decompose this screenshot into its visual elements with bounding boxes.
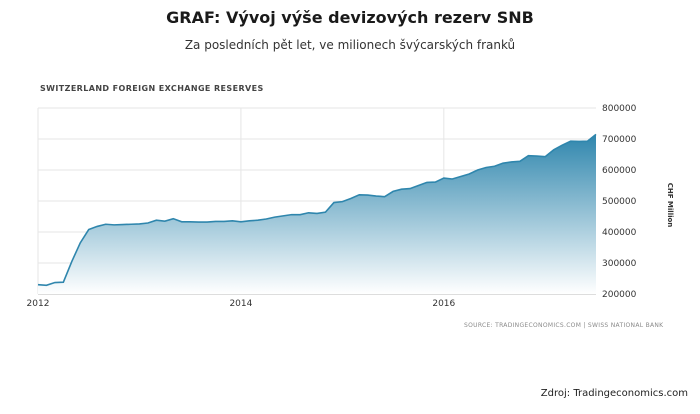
- chart-source-note: SOURCE: TRADINGECONOMICS.COM | SWISS NAT…: [464, 322, 664, 329]
- x-tick-label: 2014: [229, 299, 252, 309]
- y-tick-label: 500000: [602, 197, 637, 207]
- x-axis: 2012 2014 2016: [27, 299, 456, 309]
- y-tick-label: 400000: [602, 228, 637, 238]
- chart-title: SWITZERLAND FOREIGN EXCHANGE RESERVES: [40, 84, 264, 93]
- y-axis-label: CHF Million: [666, 183, 674, 228]
- y-tick-label: 300000: [602, 259, 637, 269]
- y-tick-label: 200000: [602, 290, 637, 300]
- page-subtitle: Za posledních pět let, ve milionech švýc…: [184, 38, 516, 52]
- x-tick-label: 2016: [432, 299, 455, 309]
- footer-source: Zdroj: Tradingeconomics.com: [540, 388, 688, 399]
- y-tick-label: 800000: [602, 104, 637, 114]
- series-line: [37, 133, 597, 287]
- x-tick-label: 2012: [27, 299, 50, 309]
- y-tick-label: 600000: [602, 166, 637, 176]
- page-title: GRAF: Vývoj výše devizových rezerv SNB: [166, 8, 534, 27]
- y-axis: 200000 300000 400000 500000 600000 700000 8000…: [602, 104, 637, 300]
- y-tick-label: 700000: [602, 135, 637, 145]
